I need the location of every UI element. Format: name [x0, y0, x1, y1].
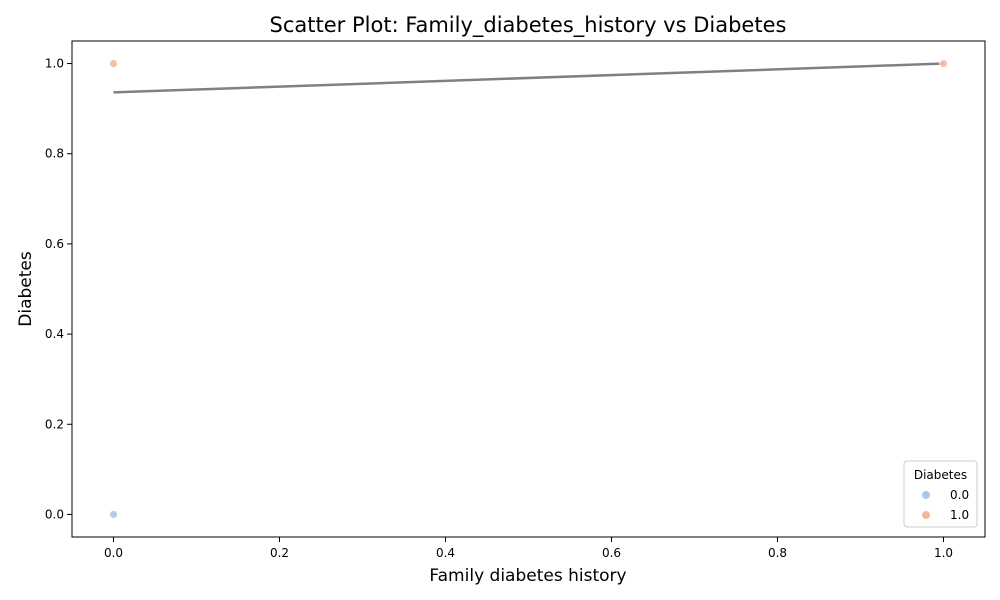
plot-area: 0.0 0.2 0.4 0.6 0.8 1.0 0.0 0.2 0.4 0.6 0.8 1.0 Diab…: [45, 40, 986, 560]
scatter-point: [939, 59, 948, 68]
plot-frame: [71, 40, 986, 538]
legend-title: Diabetes: [914, 468, 967, 482]
y-tick-label: 1.0: [45, 57, 64, 71]
x-tick-label: 1.0: [934, 546, 953, 560]
x-axis-title: Family diabetes history: [429, 566, 626, 586]
y-tick-label: 0.8: [45, 147, 64, 161]
chart-title: Scatter Plot: Family_diabetes_history vs…: [270, 13, 787, 38]
x-tick-label: 0.2: [270, 546, 289, 560]
legend-label: 1.0: [950, 508, 969, 522]
legend-marker: [922, 491, 930, 499]
scatter-point: [109, 510, 118, 519]
y-axis-title: Diabetes: [16, 251, 36, 327]
scatter-point: [109, 59, 118, 68]
x-tick-label: 0.6: [602, 546, 621, 560]
y-tick-label: 0.6: [45, 237, 64, 251]
legend-label: 0.0: [950, 488, 969, 502]
y-tick-label: 0.2: [45, 417, 64, 431]
legend-box: [903, 460, 978, 528]
y-tick-label: 0.0: [45, 507, 64, 521]
x-tick-label: 0.8: [768, 546, 787, 560]
y-tick-label: 0.4: [45, 327, 64, 341]
x-tick-label: 0.4: [436, 546, 455, 560]
x-tick-label: 0.0: [104, 546, 123, 560]
legend-marker: [922, 511, 930, 519]
trend-line: [113, 62, 944, 94]
